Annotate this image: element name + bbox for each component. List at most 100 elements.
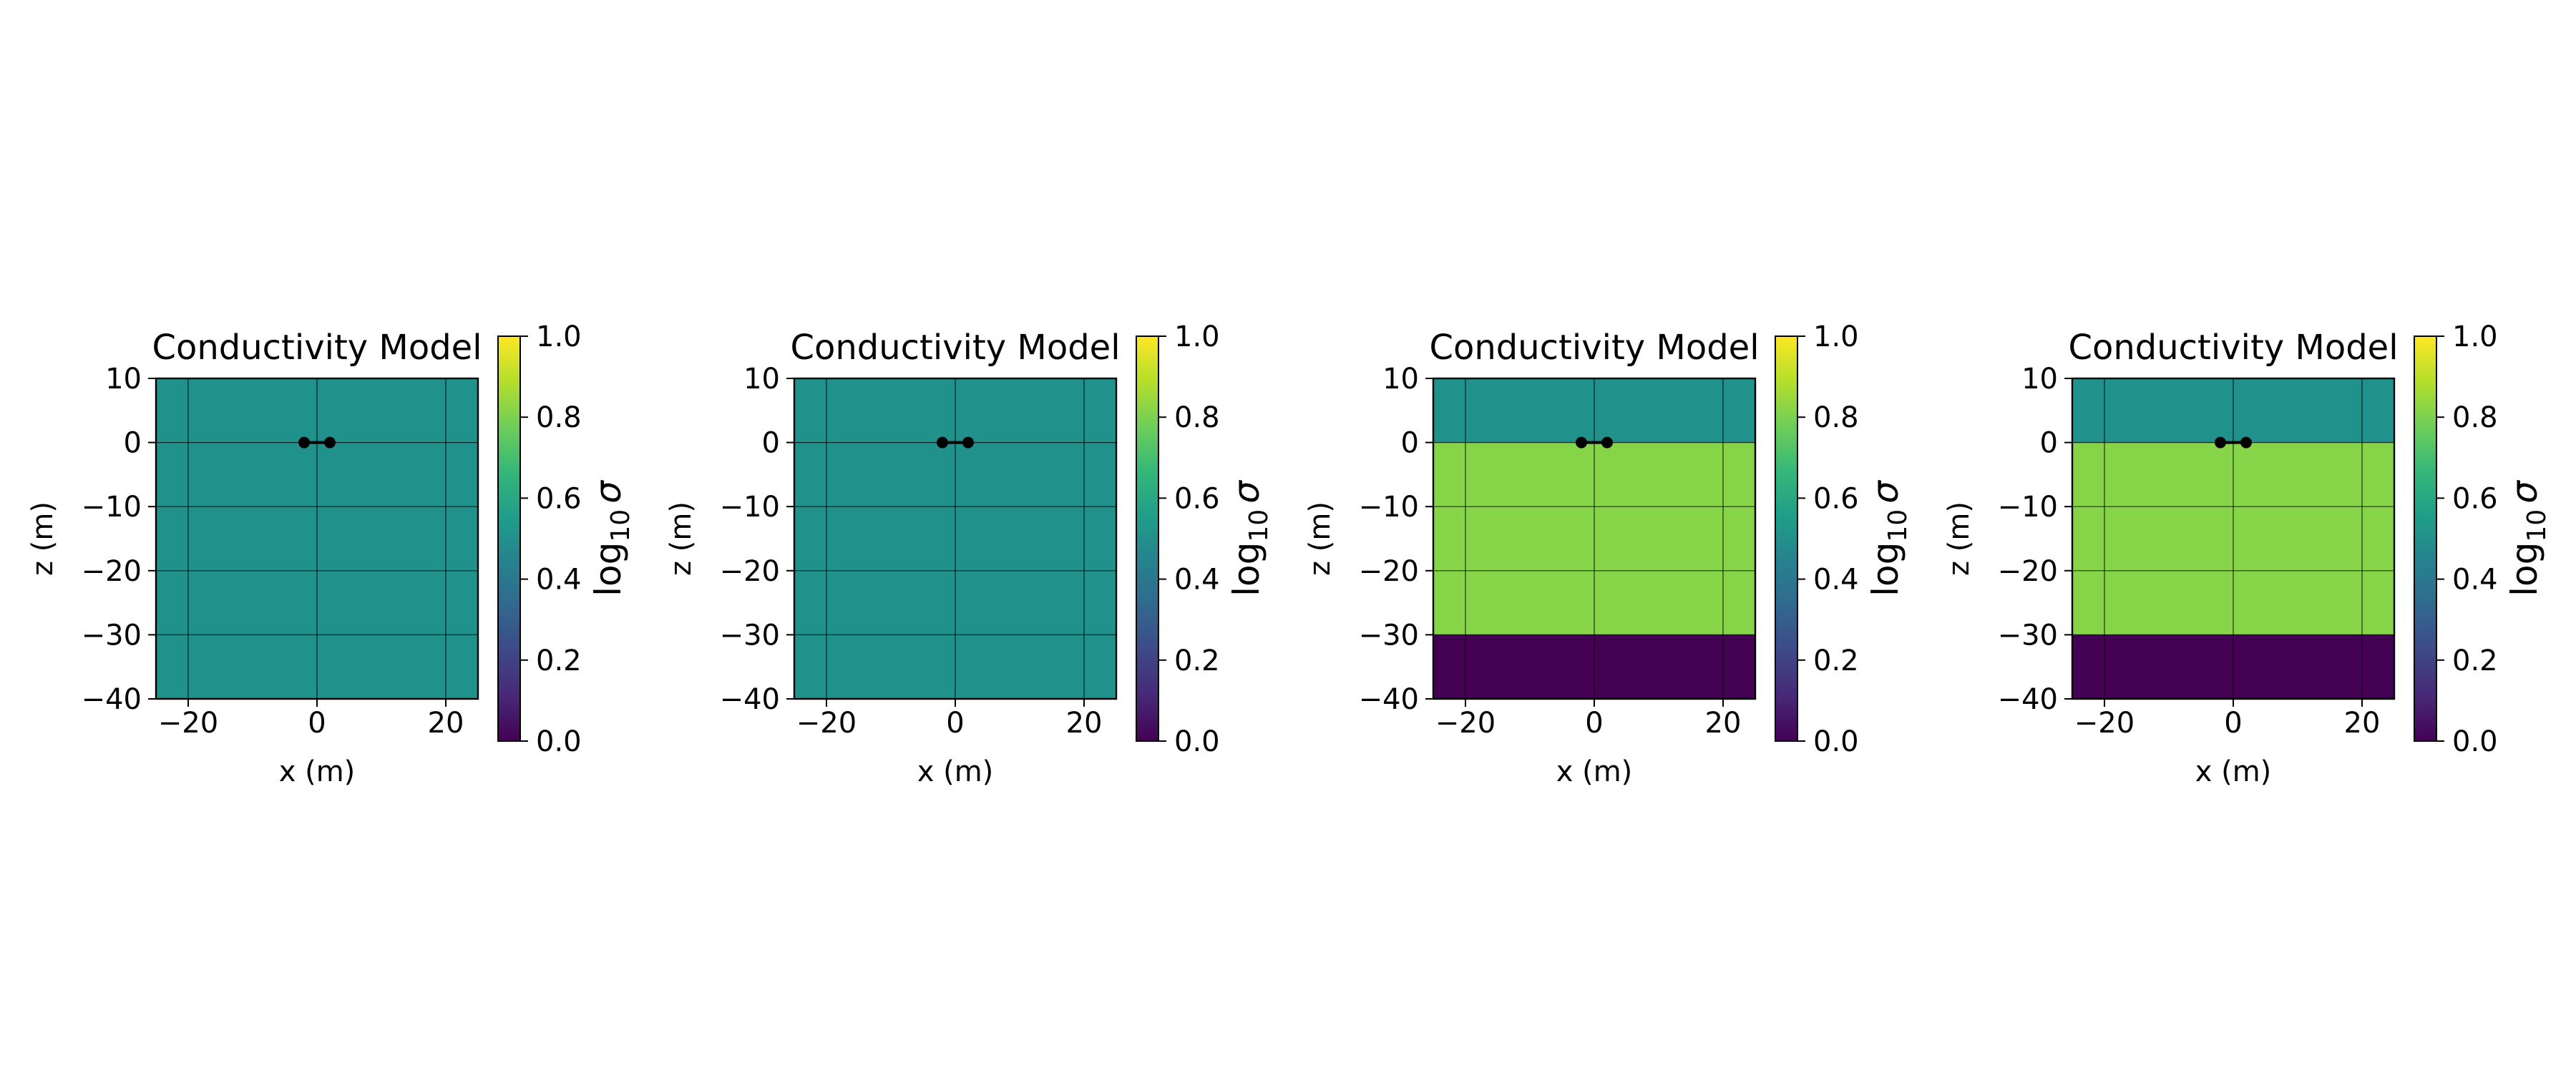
z-tick-label: 0 xyxy=(762,427,780,460)
panel-1: −20 0 20 10 0 −10 −20 −30 −40 x (m) z (m) Conductiv… xyxy=(26,320,635,788)
x-tick-label: −20 xyxy=(796,707,857,740)
z-axis-label: z (m) xyxy=(665,501,698,576)
colorbar-tick-label: 0.6 xyxy=(2452,482,2498,515)
panel-title: Conductivity Model xyxy=(790,328,1120,368)
source-electrode xyxy=(298,436,310,449)
colorbar xyxy=(1775,335,1798,742)
colorbar-label-subscript: 10 xyxy=(606,509,635,542)
panel-title: Conductivity Model xyxy=(1429,328,1759,368)
colorbar-tick-label: 0.6 xyxy=(536,482,582,515)
colorbar-tick-label: 0.0 xyxy=(2452,725,2498,758)
x-tick-label: 20 xyxy=(428,707,464,740)
source-electrode xyxy=(1576,436,1587,449)
panels: −20 0 20 10 0 −10 −20 −30 −40 x (m) z (m) Conductiv… xyxy=(26,320,2552,788)
colorbar-tick-label: 1.0 xyxy=(536,320,582,353)
z-tick-label: −30 xyxy=(720,619,780,652)
colorbar-label: log10 σ xyxy=(1226,480,1274,597)
z-tick-label: 0 xyxy=(2040,427,2058,460)
z-tick-label: 10 xyxy=(1382,363,1419,396)
panel-title: Conductivity Model xyxy=(152,328,482,368)
z-tick-label: −20 xyxy=(1359,555,1419,588)
colorbar xyxy=(1136,335,1159,742)
colorbar-tick-label: 0.4 xyxy=(536,564,582,597)
x-tick-label: 0 xyxy=(946,707,964,740)
panel-4: −20 0 20 10 0 −10 −20 −30 −40 x (m) z (m) Conductiv… xyxy=(1943,320,2552,788)
z-tick-label: 10 xyxy=(2021,363,2058,396)
colorbar-tick-label: 0.8 xyxy=(536,401,582,434)
source-electrode xyxy=(1601,436,1613,449)
colorbar-tick-label: 0.0 xyxy=(1174,725,1220,758)
colorbar-tick-label: 0.8 xyxy=(1813,401,1859,434)
colorbar-tick-label: 1.0 xyxy=(1174,320,1220,353)
x-tick-label: −20 xyxy=(2074,707,2135,740)
z-tick-label: −40 xyxy=(82,683,142,716)
z-axis-label: z (m) xyxy=(26,501,59,576)
colorbar-tick-label: 0.2 xyxy=(536,645,582,677)
colorbar-label-subscript: 10 xyxy=(1883,509,1913,542)
colorbar-tick-label: 0.4 xyxy=(1813,564,1859,597)
source-electrode xyxy=(2215,436,2226,449)
x-axis-label: x (m) xyxy=(279,755,356,788)
x-tick-label: 20 xyxy=(1705,707,1742,740)
z-tick-label: −40 xyxy=(720,683,780,716)
colorbar-label-log: log xyxy=(587,542,629,597)
x-tick-label: 0 xyxy=(2224,707,2242,740)
z-axis-label: z (m) xyxy=(1304,501,1337,576)
z-tick-label: 10 xyxy=(743,363,780,396)
z-tick-label: 10 xyxy=(105,363,142,396)
z-tick-label: −10 xyxy=(1359,491,1419,524)
colorbar-tick-label: 0.2 xyxy=(1174,645,1220,677)
x-tick-label: 0 xyxy=(1585,707,1603,740)
colorbar-tick-label: 0.0 xyxy=(1813,725,1859,758)
z-tick-label: −20 xyxy=(720,555,780,588)
colorbar-label-log: log xyxy=(1226,542,1267,597)
z-tick-label: −30 xyxy=(82,619,142,652)
z-tick-label: 0 xyxy=(1401,427,1419,460)
z-axis-label: z (m) xyxy=(1943,501,1976,576)
x-tick-label: 20 xyxy=(2344,707,2381,740)
colorbar-label-subscript: 10 xyxy=(2522,509,2552,542)
x-axis-label: x (m) xyxy=(1556,755,1633,788)
z-tick-label: −10 xyxy=(1998,491,2058,524)
panel-title: Conductivity Model xyxy=(2068,328,2398,368)
z-tick-label: −40 xyxy=(1359,683,1419,716)
colorbar-label-sigma: σ xyxy=(1226,480,1267,504)
colorbar-tick-label: 0.8 xyxy=(2452,401,2498,434)
z-tick-label: −30 xyxy=(1998,619,2058,652)
colorbar xyxy=(497,335,521,742)
x-tick-label: −20 xyxy=(158,707,218,740)
colorbar-label-sigma: σ xyxy=(1865,480,1906,504)
colorbar-tick-label: 0.4 xyxy=(1174,564,1220,597)
colorbar-label: log10 σ xyxy=(2504,480,2552,597)
panel-2: −20 0 20 10 0 −10 −20 −30 −40 x (m) z (m) Conductiv… xyxy=(665,320,1274,788)
colorbar-label-subscript: 10 xyxy=(1244,509,1274,542)
panel-3: −20 0 20 10 0 −10 −20 −30 −40 x (m) z (m) Conductiv… xyxy=(1304,320,1913,788)
z-tick-label: −30 xyxy=(1359,619,1419,652)
z-tick-label: −40 xyxy=(1998,683,2058,716)
source-electrode xyxy=(937,436,948,449)
colorbar-tick-label: 0.0 xyxy=(536,725,582,758)
colorbar-tick-label: 0.2 xyxy=(1813,645,1859,677)
colorbar-tick-label: 0.8 xyxy=(1174,401,1220,434)
colorbar-tick-label: 1.0 xyxy=(2452,320,2498,353)
x-axis-label: x (m) xyxy=(917,755,994,788)
colorbar-tick-label: 0.4 xyxy=(2452,564,2498,597)
z-tick-label: −20 xyxy=(82,555,142,588)
colorbar-label-sigma: σ xyxy=(587,480,629,504)
colorbar-label-log: log xyxy=(1865,542,1906,597)
z-tick-label: −20 xyxy=(1998,555,2058,588)
colorbar-tick-label: 0.6 xyxy=(1174,482,1220,515)
source-electrode xyxy=(2240,436,2252,449)
colorbar-label: log10 σ xyxy=(587,480,635,597)
colorbar-tick-label: 0.6 xyxy=(1813,482,1859,515)
z-tick-label: −10 xyxy=(720,491,780,524)
x-tick-label: 20 xyxy=(1066,707,1103,740)
colorbar-tick-label: 0.2 xyxy=(2452,645,2498,677)
x-axis-label: x (m) xyxy=(2195,755,2272,788)
x-tick-label: −20 xyxy=(1435,707,1496,740)
z-tick-label: 0 xyxy=(124,427,142,460)
source-electrode xyxy=(324,436,336,449)
colorbar xyxy=(2414,335,2437,742)
colorbar-label-log: log xyxy=(2504,542,2545,597)
